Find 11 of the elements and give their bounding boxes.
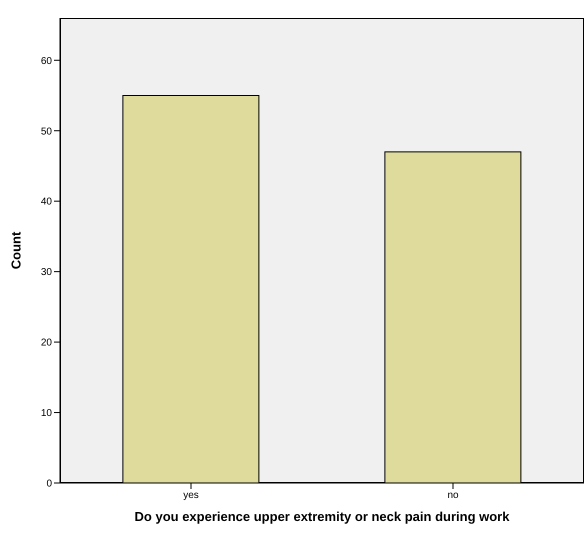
- y-tick-label: 0: [46, 478, 52, 490]
- y-tick-label: 40: [40, 196, 52, 208]
- y-tick-label: 50: [40, 126, 52, 138]
- y-tick-label: 60: [40, 56, 52, 67]
- y-tick-label: 20: [40, 338, 52, 349]
- y-tick-label: 10: [40, 408, 52, 420]
- x-axis-title: Do you experience upper extremity or neck pain during work: [134, 509, 510, 524]
- y-axis-title: Count: [8, 231, 24, 270]
- y-tick-label: 30: [40, 267, 52, 278]
- x-tick-label: yes: [183, 490, 199, 502]
- x-tick-label: no: [447, 490, 459, 502]
